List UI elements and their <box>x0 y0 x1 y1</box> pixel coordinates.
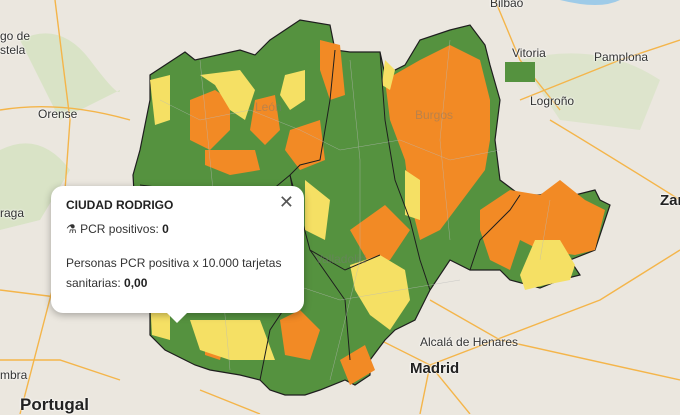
rate-label-line-1: Personas PCR positiva x 10.000 tarjetas <box>66 256 282 270</box>
pcr-positive-row: ⚗ PCR positivos: 0 <box>66 222 169 236</box>
medium-zones <box>150 60 575 360</box>
label-santiago-1: go de <box>0 29 31 43</box>
info-popup: CIUDAD RODRIGO ✕ ⚗ PCR positivos: 0 Pers… <box>51 186 304 323</box>
label-vitoria: Vitoria <box>512 46 546 60</box>
rate-value: 0,00 <box>124 276 148 290</box>
label-portugal: Portugal <box>20 395 89 414</box>
rate-row: sanitarias: 0,00 <box>66 276 147 290</box>
pcr-value: 0 <box>162 222 169 236</box>
rate-label-line-2: sanitarias: <box>66 276 121 290</box>
label-logrono: Logroño <box>530 94 575 108</box>
flask-icon: ⚗ <box>66 222 77 236</box>
label-zaragoza: Zar <box>660 192 680 209</box>
popup-title: CIUDAD RODRIGO <box>66 198 174 212</box>
label-madrid: Madrid <box>410 360 460 377</box>
enclave-treviño <box>505 62 535 82</box>
region-choropleth[interactable] <box>132 19 611 396</box>
label-bilbao: Bilbao <box>490 0 524 10</box>
label-orense: Orense <box>38 107 78 121</box>
close-icon[interactable]: ✕ <box>278 192 294 212</box>
label-pamplona: Pamplona <box>594 50 649 64</box>
label-santiago-2: stela <box>0 43 26 57</box>
label-burgos: Burgos <box>415 108 454 122</box>
label-coimbra: mbra <box>0 368 28 382</box>
pcr-label: PCR positivos: <box>80 222 159 236</box>
label-leon: León <box>255 100 282 114</box>
label-valladolid: Valladolid <box>315 252 367 266</box>
label-alcala: Alcalá de Henares <box>420 335 519 349</box>
label-braga: raga <box>0 206 25 220</box>
